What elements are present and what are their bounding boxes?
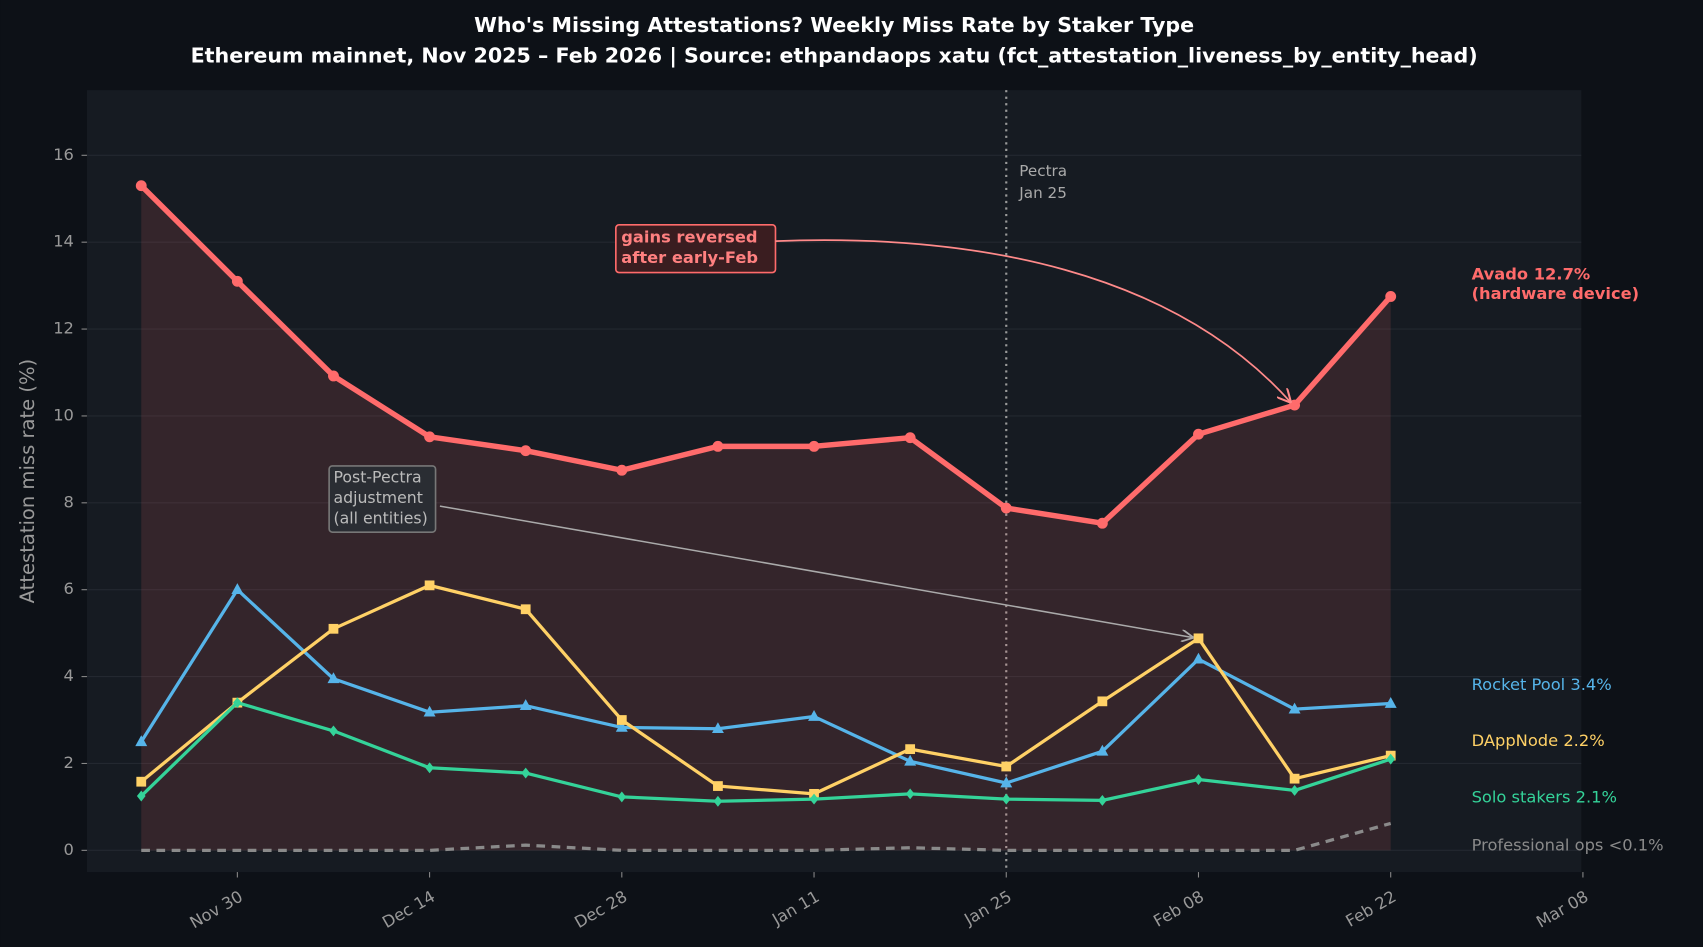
event-label: Jan 25 [1018,184,1067,202]
y-tick-label: 2 [64,753,74,772]
point [712,440,724,452]
series-line [140,583,1392,796]
point [808,710,821,721]
series-note: (hardware device) [1472,284,1640,303]
series-label: Avado 12.7% [1472,264,1591,283]
point [1385,291,1397,302]
point [233,697,242,709]
point [423,705,436,717]
point [1192,652,1205,664]
point [616,715,627,725]
point [1001,793,1011,805]
point [713,781,723,791]
point [231,275,243,287]
point [1001,761,1012,772]
point [1000,502,1012,514]
point [711,722,724,734]
point [1193,633,1204,644]
point [424,431,436,443]
point [231,583,244,595]
point [617,791,627,803]
point [1096,744,1109,756]
point [520,604,531,615]
annotation-text: after early-Feb [621,248,758,267]
chart-title: Who's Missing Attestations? Weekly Miss … [474,13,1194,37]
point [1193,428,1204,440]
point [1000,776,1013,788]
point [713,795,723,807]
series-line [141,821,1392,852]
y-tick-label: 14 [53,232,74,251]
area [141,185,1391,851]
y-tick-label: 0 [64,840,74,859]
annotation-arrow [439,505,1193,637]
annotation-text: Post-Pectra [333,467,421,486]
y-tick-label: 10 [53,405,74,424]
point [424,580,435,591]
point [520,445,532,457]
point [1384,697,1397,708]
point [1097,696,1108,707]
point [425,762,434,774]
point [1386,753,1396,765]
point [904,432,916,444]
annotation-box [328,465,437,533]
point [136,776,147,787]
point [809,793,819,805]
y-tick-label: 6 [64,579,74,598]
y-tick-label: 8 [64,492,74,511]
point [327,672,340,684]
series-line [139,588,1391,785]
point [135,735,148,747]
point [1289,773,1300,784]
point [328,370,339,382]
series-label: Solo stakers 2.1% [1472,788,1617,807]
point [135,180,147,192]
event-label: Pectra [1019,162,1067,180]
point [1288,702,1301,714]
y-tick-label: 16 [53,145,74,164]
point [328,623,339,634]
chart-subtitle: Ethereum mainnet, Nov 2025 – Feb 2026 | … [191,43,1478,68]
annotation-arrow [775,239,1290,402]
series-label: DAppNode 2.2% [1472,731,1605,750]
series-line [139,183,1393,526]
y-axis-label: Attestation miss rate (%) [16,359,39,603]
point [1096,517,1108,529]
series-label: Rocket Pool 3.4% [1472,675,1612,694]
point [904,754,917,766]
point [616,464,628,476]
point [615,720,628,732]
point [1194,774,1203,785]
annotation-box [615,223,777,274]
annotation-text: (all entities) [333,509,427,528]
point [1290,784,1299,796]
y-tick-label: 4 [64,666,74,685]
annotation-text: adjustment [333,488,423,507]
point [905,788,915,800]
point [519,699,532,711]
point [905,744,916,755]
series-label: Professional ops <0.1% [1472,836,1664,855]
series-line [140,701,1392,803]
point [329,725,338,737]
point [808,440,820,452]
annotation-text: gains reversed [621,227,757,246]
y-tick-label: 12 [53,319,74,338]
